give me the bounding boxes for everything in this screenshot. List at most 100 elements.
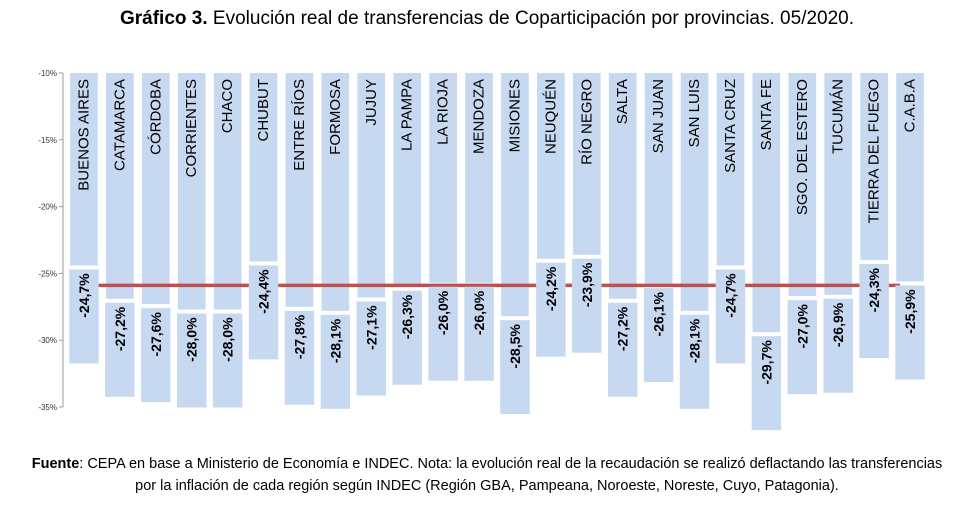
- y-tick-label: -15%: [38, 136, 57, 145]
- data-label-box: [572, 258, 602, 353]
- category-label: C.A.B.A: [902, 79, 919, 132]
- data-label: -27,8%: [291, 314, 307, 359]
- data-label-box: [679, 314, 710, 409]
- y-tick-label: -30%: [38, 336, 57, 345]
- data-label-box: [320, 314, 351, 409]
- data-label-box: [212, 313, 243, 408]
- bar: [644, 73, 673, 285]
- chart-title-prefix: Gráfico 3.: [119, 8, 208, 29]
- data-label-box: [859, 264, 889, 359]
- category-label: MISIONES: [506, 79, 523, 152]
- data-label-box: [464, 286, 494, 381]
- bar: [752, 73, 781, 333]
- data-label: -24,7%: [722, 273, 738, 318]
- bar: [788, 73, 817, 297]
- bar: [177, 73, 206, 310]
- source-label: Fuente: [31, 456, 80, 472]
- category-label: LA PAMPA: [399, 79, 416, 151]
- data-label-box: [643, 288, 674, 383]
- bar: [357, 73, 386, 298]
- chart-title-text: Evolución real de transferencias de Copa…: [212, 8, 855, 29]
- y-tick-label: -10%: [38, 69, 57, 78]
- category-label: CATAMARCA: [111, 79, 128, 171]
- bar: [824, 73, 853, 295]
- data-label-box: [284, 310, 315, 405]
- bar: [141, 73, 170, 305]
- bar-chart: -10% -15% -20% -25% -30% -35% -24,7% -27,2% -27,…: [38, 69, 925, 431]
- bar: [393, 73, 422, 287]
- data-label-box: [248, 265, 279, 360]
- bar: [213, 73, 242, 310]
- data-label: -27,0%: [794, 304, 810, 349]
- data-label: -28,0%: [184, 317, 200, 362]
- y-tick-label: -35%: [38, 403, 57, 412]
- category-label: SAN LUIS: [686, 79, 703, 147]
- data-label: -26,9%: [830, 302, 846, 347]
- category-label: CORRIENTES: [183, 79, 200, 177]
- category-label: SANTA CRUZ: [722, 79, 739, 173]
- data-label-box: [787, 300, 818, 395]
- y-tick-label: -20%: [38, 203, 57, 212]
- category-label: NEUQUÉN: [542, 79, 559, 154]
- data-label: -28,0%: [220, 317, 236, 362]
- data-label: -25,9%: [902, 289, 918, 334]
- data-label: -27,6%: [148, 312, 164, 357]
- data-label-box: [176, 313, 207, 408]
- category-label: CÓRDOBA: [147, 79, 164, 155]
- bar: [537, 73, 565, 259]
- category-label: LA RIOJA: [435, 79, 452, 145]
- category-label: TUCUMÁN: [830, 79, 847, 154]
- data-label-box: [356, 301, 387, 396]
- bar: [249, 73, 278, 262]
- y-tick-label: -25%: [38, 269, 57, 278]
- data-label-box: [751, 336, 782, 431]
- category-label: MENDOZA: [471, 79, 488, 154]
- category-label: CHACO: [219, 79, 236, 133]
- bar: [501, 73, 529, 317]
- data-label: -27,2%: [615, 306, 631, 351]
- data-label: -26,0%: [435, 290, 451, 335]
- bar: [285, 73, 314, 307]
- data-label-box: [823, 298, 853, 393]
- category-label: SAN JUAN: [650, 79, 667, 153]
- data-label: -24,3%: [866, 267, 882, 312]
- data-label: -28,5%: [507, 324, 523, 369]
- data-label: -27,2%: [112, 306, 128, 351]
- data-label: -24,7%: [76, 273, 92, 318]
- data-label: -28,1%: [687, 318, 703, 363]
- data-label: -24,4%: [256, 269, 272, 314]
- data-label: -28,1%: [327, 318, 343, 363]
- data-label-box: [69, 269, 99, 364]
- category-label: JUJUY: [363, 79, 380, 126]
- data-label-box: [105, 302, 135, 397]
- data-label-box: [607, 302, 638, 397]
- category-label: CHUBUT: [255, 79, 272, 142]
- category-label: RÍO NEGRO: [578, 79, 595, 165]
- data-label: -26,0%: [471, 290, 487, 335]
- bar: [572, 73, 601, 255]
- category-label: SALTA: [614, 79, 631, 124]
- chart-title: Gráfico 3. Evolución real de transferenc…: [0, 8, 974, 30]
- bar: [716, 73, 745, 266]
- data-label: -23,9%: [579, 262, 595, 307]
- bar: [465, 73, 493, 283]
- data-label: -24,2%: [543, 266, 559, 311]
- bar: [106, 73, 134, 299]
- data-label: -26,3%: [399, 294, 415, 339]
- category-label: TIERRA DEL FUEGO: [866, 79, 883, 223]
- bar: [429, 73, 457, 283]
- data-label-box: [428, 286, 458, 381]
- category-label: FORMOSA: [327, 79, 344, 155]
- source-note: Fuente: CEPA en base a Ministerio de Eco…: [20, 453, 954, 497]
- data-label-box: [392, 290, 422, 385]
- bar: [70, 73, 98, 266]
- data-label: -29,7%: [758, 340, 774, 385]
- category-label: SGO. DEL ESTERO: [794, 79, 811, 215]
- category-label: BUENOS AIRES: [75, 79, 92, 191]
- bar: [860, 73, 888, 261]
- bar: [896, 73, 924, 282]
- category-label: SANTA FE: [758, 79, 775, 150]
- data-label: -26,1%: [651, 292, 667, 337]
- data-label: -27,1%: [363, 305, 379, 350]
- category-label: ENTRE RÍOS: [291, 79, 308, 171]
